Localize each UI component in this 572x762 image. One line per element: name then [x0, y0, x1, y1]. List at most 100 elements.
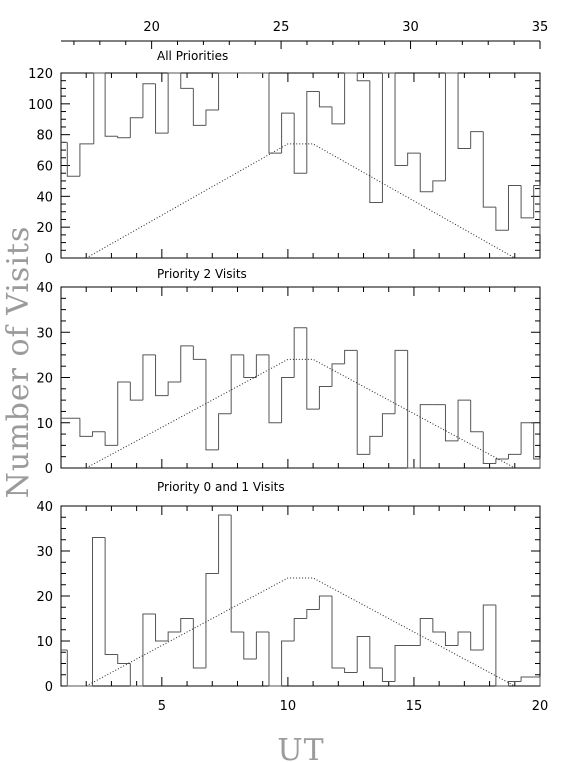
histogram-bar	[79, 143, 94, 177]
y-axis-tick-label: 30	[36, 545, 53, 560]
y-axis-tick-label: 120	[28, 67, 53, 82]
histogram-bar	[520, 422, 534, 455]
histogram-bar	[533, 185, 540, 218]
histogram-bar	[268, 632, 282, 687]
histogram-bar	[407, 350, 421, 469]
histogram-bar	[230, 515, 244, 633]
histogram-bar	[93, 72, 106, 144]
histogram-bar	[117, 136, 131, 139]
trend-line	[85, 358, 516, 469]
histogram-bar	[533, 422, 541, 468]
histogram-bar	[444, 72, 459, 181]
histogram-bars	[61, 72, 541, 235]
histogram-bar	[268, 73, 282, 154]
histogram-bar	[66, 650, 93, 687]
y-axis-title: Number of Visits	[1, 226, 36, 499]
y-axis-tick-label: 80	[36, 129, 53, 144]
histogram-bar	[192, 618, 206, 669]
histogram-bar	[394, 73, 408, 166]
y-axis-tick-label: 30	[36, 326, 53, 341]
histogram-bar	[306, 91, 320, 174]
histogram-bar	[407, 152, 421, 166]
histogram-bar	[344, 72, 358, 124]
histogram-bar	[432, 618, 446, 633]
histogram-bar	[180, 618, 194, 632]
histogram-bar	[243, 632, 257, 660]
histogram-bar	[344, 668, 358, 673]
y-axis-tick-label: 10	[36, 635, 53, 650]
histogram-bar	[381, 413, 396, 437]
histogram-bar	[495, 458, 509, 464]
top-ut-axis: 20 25 30 35	[61, 20, 548, 49]
histogram-bar	[192, 345, 206, 360]
histogram-bar	[419, 618, 433, 646]
y-axis-tick-label: 40	[36, 190, 53, 205]
histogram-bar	[482, 604, 496, 650]
histogram-bar	[205, 573, 219, 668]
histogram-bar	[356, 636, 370, 673]
histogram-bar	[230, 354, 244, 414]
histogram-bar	[129, 382, 143, 401]
histogram-bar	[306, 327, 320, 410]
histogram-bar	[482, 131, 496, 208]
histogram-bar	[167, 72, 181, 134]
priority-0-and-1-visits-panel: Priority 0 and 1 Visits 0 10 20 30 40 5 10 15 20	[36, 480, 548, 714]
panel-title: Priority 2 Visits	[157, 267, 247, 281]
y-axis-tick-label: 10	[36, 417, 53, 432]
trend-line	[85, 143, 516, 259]
histogram-bar	[142, 354, 156, 401]
y-axis-tick-label: 20	[36, 372, 53, 387]
histogram-bar	[507, 185, 522, 231]
y-axis-tick-label: 60	[36, 160, 53, 175]
y-axis-tick-label: 0	[45, 462, 53, 477]
histogram-bar	[432, 180, 446, 192]
histogram-bar	[180, 73, 194, 89]
histogram-bar	[419, 404, 433, 468]
histogram-bar	[318, 91, 333, 108]
histogram-bar	[281, 112, 295, 154]
histogram-bar	[369, 80, 383, 203]
y-axis-tick-label: 20	[36, 590, 53, 605]
y-axis-tick-label: 0	[45, 252, 53, 267]
histogram-bar	[331, 596, 345, 669]
plot-frame	[60, 286, 541, 469]
histogram-bar	[507, 453, 522, 459]
all-priorities-panel: All Priorities 0 20 40 60 80 100 120	[28, 49, 541, 267]
histogram-bar	[356, 350, 370, 455]
histogram-bar	[142, 83, 156, 118]
top-axis-tick-label: 35	[532, 20, 549, 35]
histogram-bar	[444, 632, 459, 646]
histogram-bar	[293, 113, 307, 174]
y-axis-tick-label: 100	[28, 98, 53, 113]
histogram-bar	[482, 431, 496, 464]
histogram-bar	[457, 399, 471, 441]
histogram-bar	[218, 413, 232, 450]
histogram-bar	[306, 609, 320, 619]
top-axis-ticks: 20 25 30 35	[73, 20, 549, 49]
histogram-bar	[117, 381, 131, 446]
histogram-bar	[495, 207, 509, 231]
histogram-bar	[104, 73, 118, 137]
histogram-bar	[155, 614, 169, 642]
y-axis-tick-label: 20	[36, 221, 53, 236]
histogram-bar	[104, 431, 118, 446]
histogram-bar	[344, 349, 358, 364]
histogram-bar	[457, 73, 471, 150]
histogram-bar	[470, 400, 484, 433]
histogram-bar	[470, 632, 484, 651]
histogram-bar	[243, 354, 257, 378]
histogram-bar	[381, 72, 396, 203]
histogram-bar	[331, 106, 345, 125]
histogram-bar	[394, 349, 408, 414]
histogram-bar	[79, 418, 93, 437]
histogram-bar	[318, 595, 333, 610]
histogram-bar	[92, 431, 106, 437]
histogram-bar	[218, 514, 232, 574]
x-axis-title: UT	[277, 733, 324, 762]
histogram-bar	[495, 605, 509, 687]
histogram-bar	[394, 645, 408, 682]
histogram-bar	[533, 676, 541, 686]
histogram-bar	[129, 663, 143, 687]
histogram-bar	[92, 537, 106, 686]
